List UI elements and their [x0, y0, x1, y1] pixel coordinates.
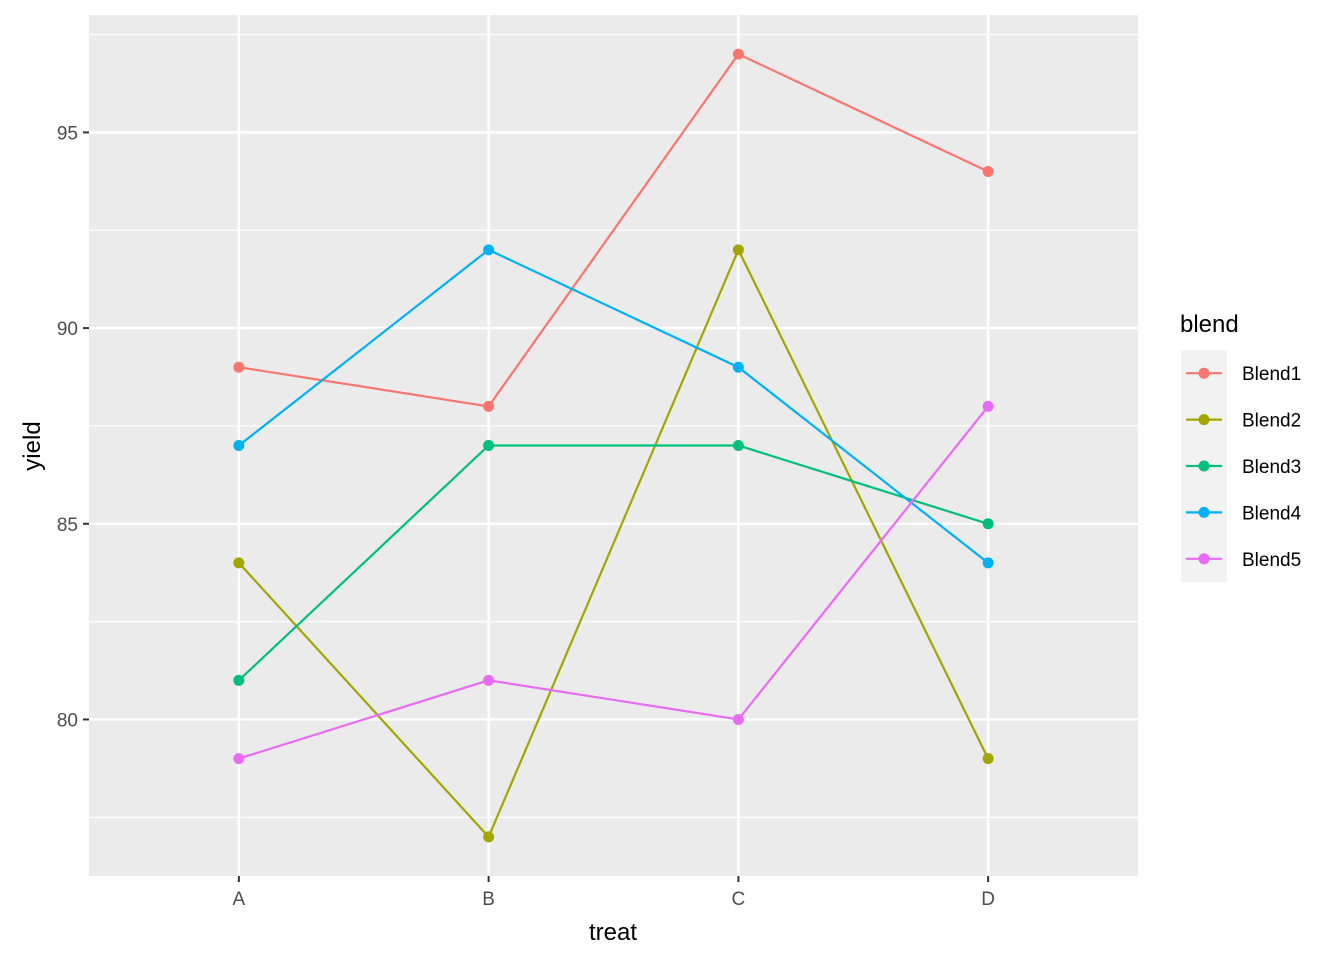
- data-point-blend4: [982, 557, 994, 569]
- series-lines: [238, 52, 990, 839]
- data-point-blend5: [732, 713, 744, 725]
- legend-key-point: [1198, 367, 1210, 379]
- data-point-blend2: [233, 557, 245, 569]
- data-point-blend1: [233, 361, 245, 373]
- data-point-blend4: [233, 440, 245, 451]
- data-point-blend4: [732, 361, 744, 373]
- legend-key-point: [1198, 553, 1210, 565]
- series-line-blend2: [238, 247, 990, 839]
- series-line-blend5: [238, 405, 989, 760]
- series-line-blend4: [238, 248, 989, 564]
- data-point-blend3: [233, 674, 245, 686]
- data-point-blend1: [483, 400, 495, 412]
- x-axis: A B C D: [233, 876, 995, 910]
- legend-label: Blend3: [1242, 457, 1301, 478]
- legend-key-point: [1198, 460, 1210, 472]
- data-point-blend5: [233, 753, 245, 765]
- y-tick-label: 95: [57, 123, 78, 144]
- legend-key-point: [1198, 506, 1210, 518]
- legend-label: Blend2: [1242, 411, 1301, 432]
- legend-items: Blend1 Blend2 Blend3 Blend4 Blend5: [1186, 364, 1302, 571]
- x-tick-label: B: [482, 889, 495, 910]
- data-point-blend1: [732, 48, 744, 60]
- y-tick-label: 85: [57, 515, 78, 536]
- y-tick-label: 80: [57, 710, 78, 731]
- x-axis-title: treat: [589, 919, 637, 946]
- data-point-blend2: [982, 753, 994, 765]
- data-point-blend1: [982, 166, 994, 178]
- series-line-blend1: [238, 52, 989, 408]
- x-tick-label: C: [732, 889, 746, 910]
- data-point-blend3: [982, 518, 994, 530]
- data-point-blend4: [483, 244, 495, 256]
- legend-label: Blend5: [1242, 550, 1301, 571]
- x-tick-label: D: [981, 889, 995, 910]
- y-axis-title: yield: [19, 421, 46, 470]
- legend-key-point: [1198, 414, 1210, 426]
- data-point-blend2: [732, 244, 744, 256]
- series-line-blend3: [238, 444, 989, 682]
- legend-label: Blend1: [1242, 364, 1301, 385]
- data-point-blend3: [483, 440, 495, 451]
- legend: blend Blend1 Blend2 Blend3 Blend4 Blend5: [1180, 311, 1302, 582]
- y-tick-label: 90: [57, 319, 78, 340]
- x-tick-label: A: [233, 889, 246, 910]
- series-points: [233, 48, 994, 843]
- y-axis: 80 85 90 95: [57, 123, 89, 731]
- data-point-blend5: [982, 400, 994, 412]
- legend-label: Blend4: [1242, 503, 1302, 524]
- data-point-blend3: [732, 440, 744, 451]
- data-point-blend5: [483, 674, 495, 686]
- legend-title: blend: [1180, 311, 1239, 338]
- data-point-blend2: [483, 831, 495, 843]
